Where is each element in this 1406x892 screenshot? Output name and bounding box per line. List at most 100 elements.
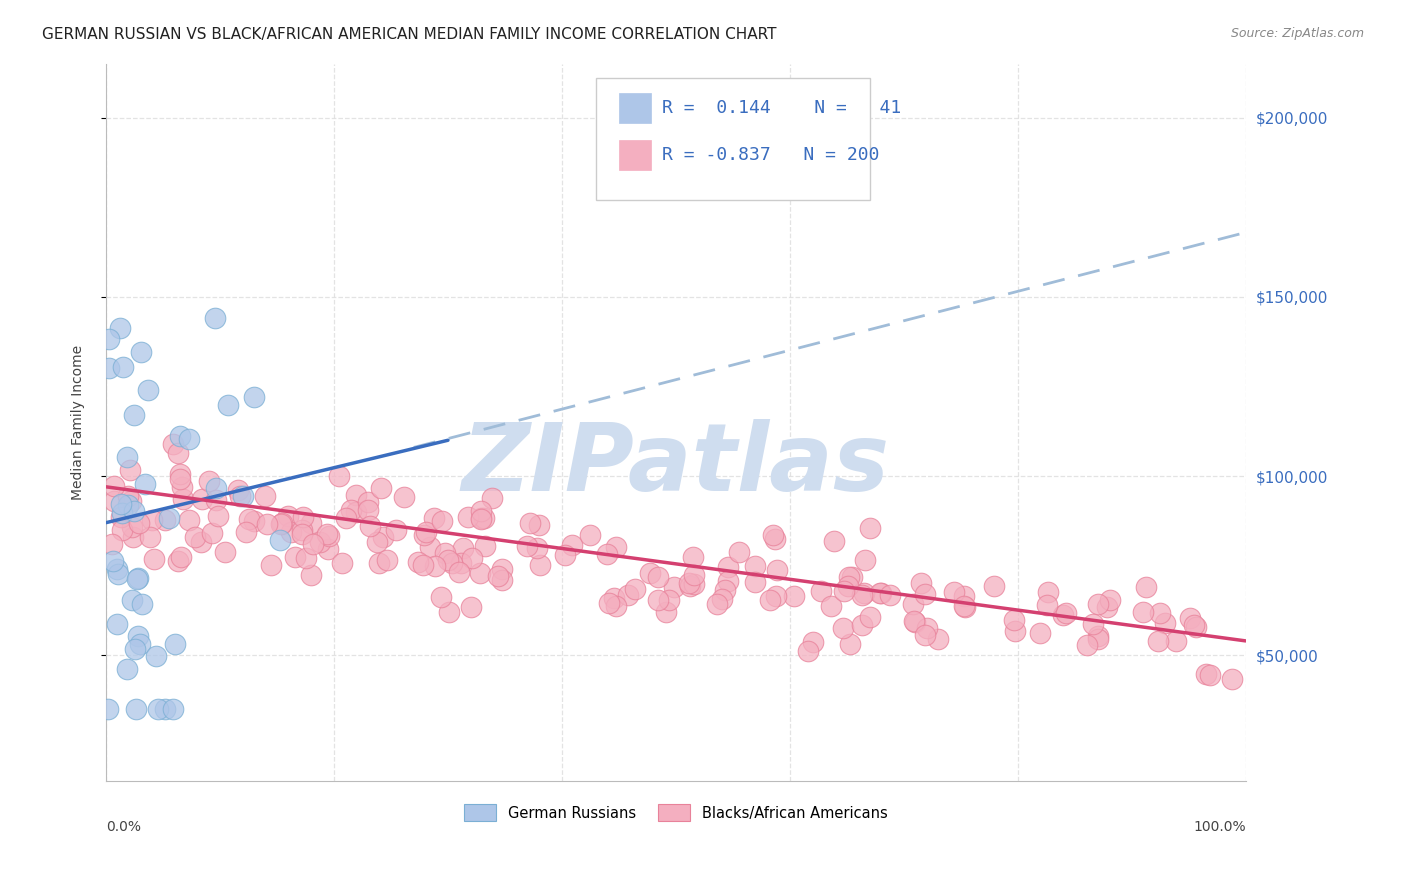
Point [1220, 672, 1243, 686]
Point [1154, 615, 1177, 630]
Point [1198, 667, 1220, 681]
Point [759, 592, 782, 607]
Point [1194, 666, 1216, 681]
Point [450, 556, 472, 570]
Point [270, 516, 292, 530]
Point [598, 596, 620, 610]
Point [117, 662, 139, 676]
Text: 100.0%: 100.0% [1194, 820, 1246, 834]
FancyBboxPatch shape [596, 78, 869, 200]
Point [797, 643, 820, 657]
Point [837, 579, 859, 593]
Point [470, 511, 492, 525]
Point [162, 702, 184, 716]
Point [832, 621, 855, 635]
Point [658, 593, 681, 607]
Point [910, 576, 932, 591]
Point [423, 559, 446, 574]
Point [205, 493, 228, 508]
Point [1149, 606, 1171, 620]
Text: ZIPatlas: ZIPatlas [461, 419, 890, 511]
Point [832, 584, 855, 599]
Point [596, 547, 619, 561]
Point [177, 432, 200, 446]
Point [406, 555, 429, 569]
Point [107, 567, 129, 582]
Point [662, 581, 685, 595]
Point [605, 540, 627, 554]
Point [820, 599, 842, 613]
Point [491, 562, 513, 576]
Point [112, 359, 135, 374]
Point [943, 585, 966, 599]
Point [841, 570, 863, 584]
Point [139, 530, 162, 544]
Point [1054, 607, 1077, 621]
Point [143, 552, 166, 566]
Point [299, 516, 322, 530]
Point [519, 516, 541, 530]
Text: Source: ZipAtlas.com: Source: ZipAtlas.com [1230, 27, 1364, 40]
Point [228, 483, 250, 497]
Point [1099, 593, 1122, 607]
Point [269, 533, 291, 547]
Point [561, 538, 583, 552]
Point [110, 321, 132, 335]
Legend: German Russians, Blacks/African Americans: German Russians, Blacks/African American… [458, 798, 893, 827]
Point [470, 511, 492, 525]
Point [1178, 611, 1201, 625]
Point [839, 637, 862, 651]
Point [259, 558, 281, 573]
Point [474, 540, 496, 554]
Point [110, 523, 132, 537]
Point [125, 573, 148, 587]
Point [914, 627, 936, 641]
Point [165, 637, 187, 651]
Point [1135, 580, 1157, 594]
Point [728, 544, 751, 558]
Point [1035, 598, 1057, 612]
Point [169, 429, 191, 443]
Point [118, 463, 141, 477]
Point [460, 599, 482, 614]
Point [184, 530, 207, 544]
Point [309, 535, 332, 549]
Point [98, 332, 121, 346]
Point [292, 509, 315, 524]
Point [117, 489, 139, 503]
Point [717, 574, 740, 588]
Point [330, 556, 353, 570]
Point [783, 589, 806, 603]
Point [526, 541, 548, 555]
Point [461, 551, 484, 566]
Point [412, 558, 434, 573]
Point [441, 556, 464, 570]
Point [318, 529, 340, 543]
Point [366, 535, 388, 549]
Point [823, 534, 845, 549]
Point [914, 587, 936, 601]
Point [198, 475, 221, 489]
Point [270, 516, 292, 531]
Point [838, 569, 860, 583]
Point [434, 546, 457, 560]
Point [124, 641, 146, 656]
Point [437, 553, 460, 567]
Point [127, 571, 149, 585]
Point [915, 621, 938, 635]
Point [121, 592, 143, 607]
Point [162, 437, 184, 451]
Point [801, 635, 824, 649]
Point [235, 524, 257, 539]
Point [903, 614, 925, 628]
Point [472, 511, 495, 525]
Point [146, 702, 169, 716]
Point [214, 545, 236, 559]
Point [122, 530, 145, 544]
Point [1038, 584, 1060, 599]
Point [810, 584, 832, 599]
Point [340, 503, 363, 517]
Point [869, 586, 891, 600]
Point [284, 550, 307, 565]
Point [243, 390, 266, 404]
